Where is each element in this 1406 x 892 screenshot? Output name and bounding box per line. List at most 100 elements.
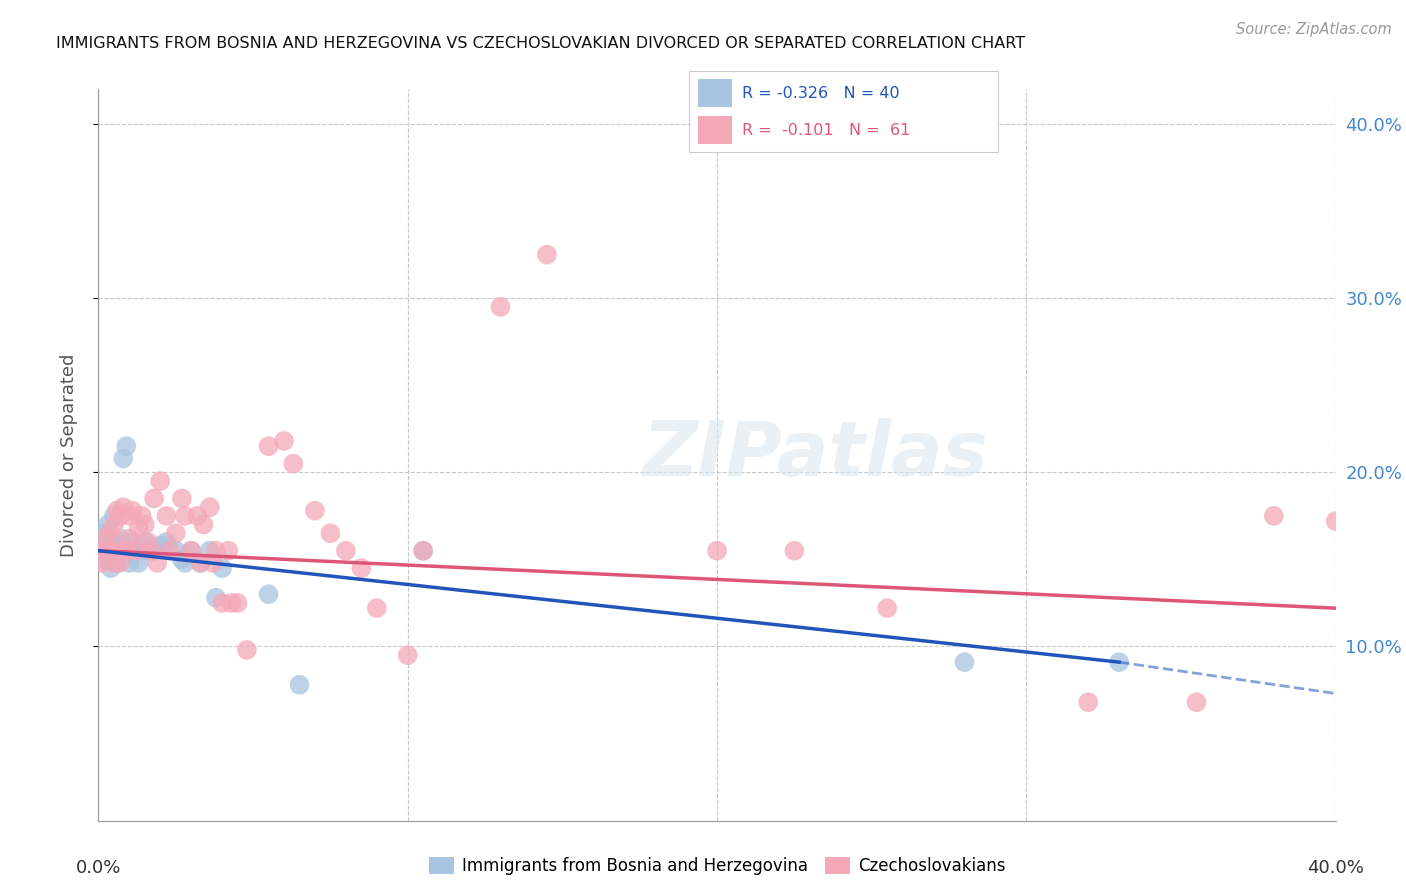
Point — [115, 543, 138, 558]
Point — [489, 300, 512, 314]
Point — [174, 556, 197, 570]
Point — [190, 556, 212, 570]
Point — [236, 643, 259, 657]
Point — [108, 543, 131, 558]
Point — [170, 552, 193, 566]
Text: R =  -0.101   N =  61: R = -0.101 N = 61 — [741, 123, 910, 138]
Point — [128, 521, 150, 535]
Point — [143, 543, 166, 558]
Point — [131, 508, 153, 523]
Point — [139, 543, 162, 558]
Point — [180, 543, 202, 558]
Point — [105, 503, 128, 517]
Point — [90, 543, 112, 558]
Point — [288, 678, 311, 692]
Point — [1108, 655, 1130, 669]
Point — [115, 439, 138, 453]
Point — [118, 508, 141, 523]
Point — [186, 508, 208, 523]
Point — [121, 535, 143, 549]
Point — [118, 543, 141, 558]
Point — [783, 543, 806, 558]
Point — [143, 491, 166, 506]
Point — [128, 556, 150, 570]
Point — [1263, 508, 1285, 523]
Text: IMMIGRANTS FROM BOSNIA AND HERZEGOVINA VS CZECHOSLOVAKIAN DIVORCED OR SEPARATED : IMMIGRANTS FROM BOSNIA AND HERZEGOVINA V… — [56, 36, 1025, 51]
Point — [146, 556, 169, 570]
Point — [283, 457, 305, 471]
Bar — [699, 78, 733, 107]
Point — [174, 508, 197, 523]
Point — [103, 517, 125, 532]
Point — [257, 439, 280, 453]
Text: R = -0.326   N = 40: R = -0.326 N = 40 — [741, 86, 900, 101]
Point — [136, 535, 159, 549]
Point — [205, 543, 228, 558]
Y-axis label: Divorced or Separated: Divorced or Separated — [59, 353, 77, 557]
Point — [124, 543, 146, 558]
Point — [149, 539, 172, 553]
Point — [159, 543, 181, 558]
Point — [97, 543, 120, 558]
Legend: Immigrants from Bosnia and Herzegovina, Czechoslovakians: Immigrants from Bosnia and Herzegovina, … — [422, 850, 1012, 882]
Point — [170, 491, 193, 506]
Point — [155, 535, 177, 549]
Point — [273, 434, 295, 448]
Point — [350, 561, 373, 575]
Point — [706, 543, 728, 558]
Point — [105, 543, 128, 558]
Point — [205, 591, 228, 605]
Point — [103, 556, 125, 570]
Point — [155, 508, 177, 523]
Point — [93, 543, 115, 558]
Point — [335, 543, 357, 558]
Point — [953, 655, 976, 669]
Point — [112, 451, 135, 466]
Point — [226, 596, 249, 610]
Point — [1077, 695, 1099, 709]
Point — [1324, 514, 1347, 528]
Point — [217, 543, 239, 558]
Point — [103, 535, 125, 549]
Point — [198, 543, 221, 558]
Point — [221, 596, 243, 610]
Point — [165, 526, 187, 541]
Point — [97, 517, 120, 532]
Point — [536, 247, 558, 261]
Point — [211, 596, 233, 610]
Point — [121, 503, 143, 517]
Point — [134, 517, 156, 532]
Point — [180, 543, 202, 558]
Point — [100, 543, 122, 558]
Point — [100, 543, 122, 558]
Text: 0.0%: 0.0% — [76, 859, 121, 877]
Bar — [699, 116, 733, 145]
Point — [139, 543, 162, 558]
Point — [412, 543, 434, 558]
Point — [366, 601, 388, 615]
Text: 40.0%: 40.0% — [1308, 859, 1364, 877]
Point — [118, 532, 141, 546]
Point — [396, 648, 419, 663]
Point — [112, 543, 135, 558]
Point — [149, 474, 172, 488]
Point — [105, 543, 128, 558]
Point — [118, 556, 141, 570]
Point — [211, 561, 233, 575]
Point — [112, 500, 135, 515]
Point — [108, 508, 131, 523]
Point — [105, 556, 128, 570]
Point — [193, 517, 215, 532]
Point — [257, 587, 280, 601]
Point — [93, 552, 115, 566]
Point — [100, 561, 122, 575]
Point — [198, 500, 221, 515]
Point — [165, 543, 187, 558]
Point — [190, 556, 212, 570]
Point — [97, 535, 120, 549]
Point — [103, 508, 125, 523]
Point — [134, 535, 156, 549]
Point — [201, 556, 224, 570]
Point — [1185, 695, 1208, 709]
Point — [93, 532, 115, 546]
